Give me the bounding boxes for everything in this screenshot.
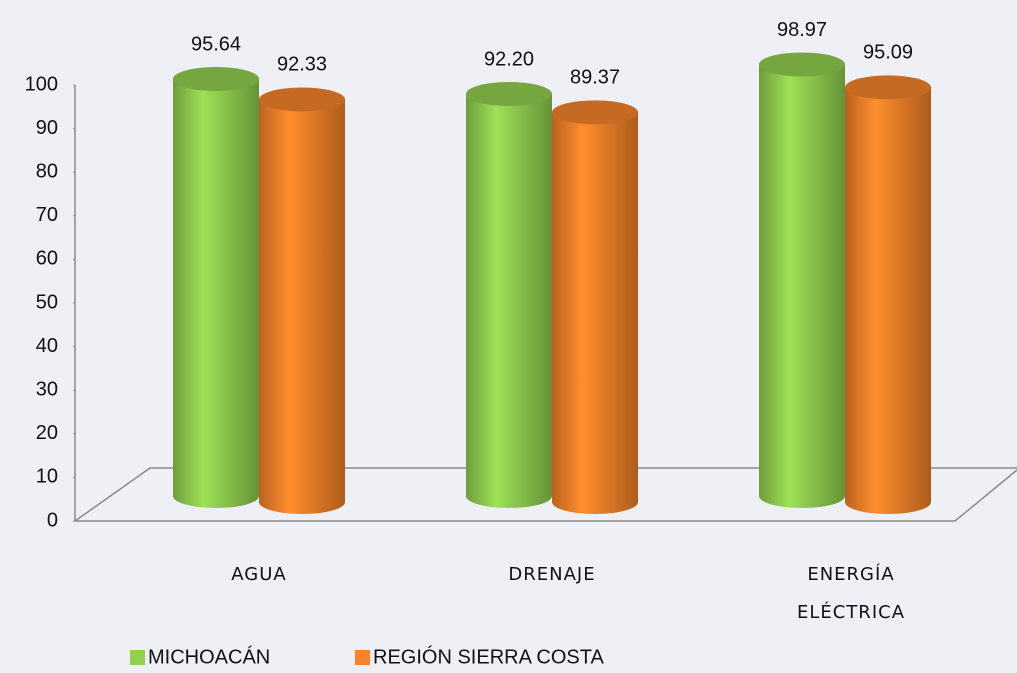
y-tick-label: 80 (36, 160, 58, 182)
bar-top (845, 75, 931, 100)
bar-top (259, 87, 345, 112)
bar-top (173, 67, 259, 92)
y-tick-label: 20 (36, 422, 58, 444)
legend-swatch (130, 650, 145, 665)
y-tick-label: 100 (25, 73, 58, 95)
x-tick-label: ENERGÍA ELÉCTRICA (796, 564, 906, 623)
floor-back (74, 467, 1017, 522)
value-label: 89.37 (570, 67, 620, 89)
legend-swatch (355, 650, 370, 665)
y-tick-label: 60 (36, 248, 58, 270)
bar (845, 87, 931, 515)
x-tick-label: DRENAJE (508, 564, 596, 585)
legend-label: REGIÓN SIERRA COSTA (373, 645, 604, 668)
value-label: 95.64 (191, 33, 241, 55)
y-tick-label: 0 (47, 509, 58, 531)
y-tick-label: 30 (36, 378, 58, 400)
bar (259, 99, 345, 514)
y-tick-label: 40 (36, 335, 58, 357)
value-label: 98.97 (777, 19, 827, 41)
bar (173, 79, 259, 509)
y-tick-label: 70 (36, 204, 58, 226)
value-label: 92.33 (277, 54, 327, 76)
y-tick-label: 90 (36, 117, 58, 139)
x-tick-label: AGUA (231, 564, 287, 585)
value-label: 92.20 (484, 48, 534, 70)
legend-label: MICHOACÁN (148, 645, 270, 668)
bar (552, 112, 638, 514)
bar-top (552, 100, 638, 125)
y-tick-label: 50 (36, 291, 58, 313)
bar (466, 94, 552, 509)
bar-top (759, 52, 845, 77)
bar-top (466, 82, 552, 107)
value-label: 95.09 (863, 42, 913, 64)
y-tick-label: 10 (36, 466, 58, 488)
bar (759, 64, 845, 509)
